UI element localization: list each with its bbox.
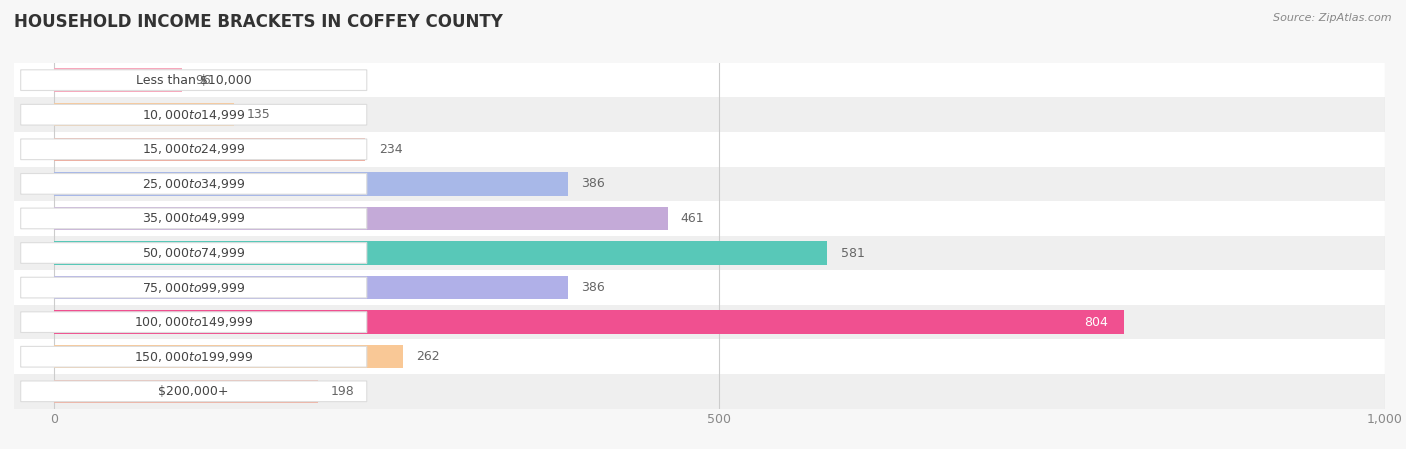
Text: $15,000 to $24,999: $15,000 to $24,999	[142, 142, 246, 156]
Bar	[53, 103, 233, 127]
FancyBboxPatch shape	[21, 173, 367, 194]
Text: 386: 386	[581, 281, 605, 294]
Text: 262: 262	[416, 350, 440, 363]
Text: Less than $10,000: Less than $10,000	[136, 74, 252, 87]
Bar	[53, 68, 181, 92]
FancyBboxPatch shape	[21, 346, 367, 367]
Bar	[14, 97, 1385, 132]
Bar	[53, 379, 318, 403]
Bar	[53, 310, 1123, 334]
FancyBboxPatch shape	[21, 70, 367, 91]
Text: 135: 135	[247, 108, 271, 121]
Text: 96: 96	[195, 74, 211, 87]
FancyBboxPatch shape	[21, 139, 367, 160]
Bar	[14, 201, 1385, 236]
Bar	[53, 345, 402, 369]
FancyBboxPatch shape	[21, 242, 367, 264]
Text: 461: 461	[681, 212, 704, 225]
Text: 581: 581	[841, 247, 865, 260]
Text: 386: 386	[581, 177, 605, 190]
FancyBboxPatch shape	[21, 312, 367, 333]
Text: 804: 804	[1084, 316, 1108, 329]
Text: $35,000 to $49,999: $35,000 to $49,999	[142, 211, 246, 225]
FancyBboxPatch shape	[21, 104, 367, 125]
FancyBboxPatch shape	[21, 208, 367, 229]
Text: $150,000 to $199,999: $150,000 to $199,999	[134, 350, 253, 364]
Bar	[14, 305, 1385, 339]
Bar	[53, 172, 568, 196]
FancyBboxPatch shape	[21, 381, 367, 402]
Text: 198: 198	[330, 385, 354, 398]
Text: HOUSEHOLD INCOME BRACKETS IN COFFEY COUNTY: HOUSEHOLD INCOME BRACKETS IN COFFEY COUN…	[14, 13, 503, 31]
Bar	[14, 236, 1385, 270]
FancyBboxPatch shape	[21, 277, 367, 298]
Text: $10,000 to $14,999: $10,000 to $14,999	[142, 108, 246, 122]
Bar	[14, 167, 1385, 201]
Bar	[14, 132, 1385, 167]
Text: $25,000 to $34,999: $25,000 to $34,999	[142, 177, 246, 191]
Bar	[53, 276, 568, 299]
Bar	[14, 374, 1385, 409]
Bar	[14, 63, 1385, 97]
Text: $75,000 to $99,999: $75,000 to $99,999	[142, 281, 246, 295]
Text: $200,000+: $200,000+	[159, 385, 229, 398]
Bar	[14, 270, 1385, 305]
Bar	[53, 241, 827, 265]
Text: $100,000 to $149,999: $100,000 to $149,999	[134, 315, 253, 329]
Bar	[14, 339, 1385, 374]
Text: 234: 234	[378, 143, 402, 156]
Text: $50,000 to $74,999: $50,000 to $74,999	[142, 246, 246, 260]
Bar	[53, 207, 668, 230]
Bar	[53, 137, 366, 161]
Text: Source: ZipAtlas.com: Source: ZipAtlas.com	[1274, 13, 1392, 23]
